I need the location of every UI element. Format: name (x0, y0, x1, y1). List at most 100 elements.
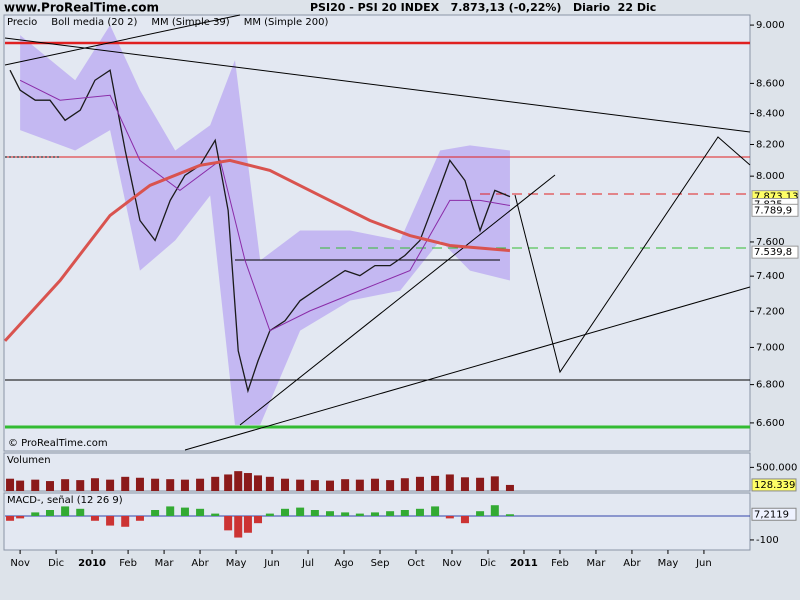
bar (180, 479, 189, 491)
bar (265, 476, 274, 491)
bar (505, 484, 514, 491)
trendlines (4, 14, 751, 451)
price-line (9, 69, 511, 394)
bar (445, 474, 454, 491)
x-tick-label: Dic (480, 558, 496, 569)
price-label-box (751, 203, 799, 217)
watermark: © ProRealTime.com (8, 438, 108, 449)
y-tick-label: 8.200 (756, 139, 785, 150)
x-tick-label: Ago (334, 558, 353, 569)
x-tick-label: Sep (371, 558, 390, 569)
bar (490, 505, 499, 516)
y-tick-label: 8.600 (756, 78, 785, 89)
y-tick-label: 7.600 (756, 237, 785, 248)
bar (341, 479, 350, 491)
bar (310, 510, 319, 516)
trend-line (239, 174, 556, 426)
y-tick-label: 6.600 (756, 418, 785, 429)
y-tick-label: 7.000 (756, 342, 785, 353)
bar (505, 514, 514, 516)
bar (370, 512, 379, 516)
bar (121, 515, 130, 527)
bar (45, 481, 54, 491)
bar (296, 507, 305, 516)
bar (460, 477, 469, 491)
bar (325, 511, 334, 516)
y-tick-label: 7.200 (756, 306, 785, 317)
bar (265, 513, 274, 516)
bar (61, 479, 70, 491)
bar (121, 476, 130, 491)
bar (281, 478, 290, 491)
bar (106, 515, 115, 526)
bar (254, 475, 263, 491)
bar (386, 480, 395, 491)
bar (211, 513, 220, 516)
bar (400, 510, 409, 516)
bar (445, 515, 454, 519)
bar (166, 479, 175, 491)
value-box (751, 507, 797, 521)
trend-line (4, 14, 241, 66)
bar (490, 476, 499, 491)
x-tick-label: Abr (623, 558, 641, 569)
bar (234, 471, 243, 491)
chart-title: PSI20 - PSI 20 INDEX 7.873,13 (-0,22%) D… (310, 1, 656, 14)
price-label: 7.539,8 (754, 247, 792, 258)
panel-title: MACD-, señal (12 26 9) (7, 495, 123, 506)
bar (234, 515, 243, 538)
y-tick-label: 8.000 (756, 171, 785, 182)
x-tick-label: 2010 (78, 558, 106, 569)
bar (6, 478, 15, 491)
value-box-label: 128.339 (754, 480, 795, 491)
price-line (19, 79, 511, 332)
bar (415, 508, 424, 516)
bar (90, 478, 99, 491)
bar (310, 480, 319, 491)
x-tick-label: Dic (48, 558, 64, 569)
bar (254, 515, 263, 524)
y-tick-label: 8.400 (756, 109, 785, 120)
x-tick-label: Feb (551, 558, 569, 569)
bar (180, 507, 189, 516)
x-tick-label: May (226, 558, 247, 569)
bar (76, 480, 85, 491)
bar (196, 508, 205, 516)
bar (325, 480, 334, 491)
trend-line (4, 37, 751, 133)
bar (6, 515, 15, 521)
bar (431, 475, 440, 491)
bar (296, 479, 305, 491)
x-tick-label: Jul (301, 558, 314, 569)
bar (211, 476, 220, 491)
price-label-box (751, 245, 799, 259)
price-line (3, 158, 511, 342)
bar (476, 477, 485, 491)
bar (31, 512, 40, 516)
bar (476, 511, 485, 516)
bar (370, 478, 379, 491)
bar (281, 508, 290, 516)
bar (243, 473, 252, 491)
x-tick-label: Feb (119, 558, 137, 569)
legend-entry: Boll media (20 2) (51, 17, 137, 28)
bar (386, 511, 395, 516)
y-tick-label: 500.000 (756, 462, 797, 473)
bar (460, 515, 469, 524)
bar (415, 476, 424, 491)
x-tick-label: Mar (587, 558, 607, 569)
value-box (751, 478, 797, 492)
x-tick-label: Jun (695, 558, 712, 569)
bar (355, 479, 364, 491)
x-tick-label: Abr (191, 558, 209, 569)
bar (355, 513, 364, 516)
bar (151, 510, 160, 516)
bar (135, 515, 144, 521)
x-tick-label: Mar (155, 558, 175, 569)
x-tick-label: Nov (10, 558, 30, 569)
site-name: www.ProRealTime.com (4, 1, 159, 15)
bar (224, 474, 233, 491)
bar (16, 480, 25, 491)
bar (31, 479, 40, 491)
x-tick-label: Jun (263, 558, 280, 569)
